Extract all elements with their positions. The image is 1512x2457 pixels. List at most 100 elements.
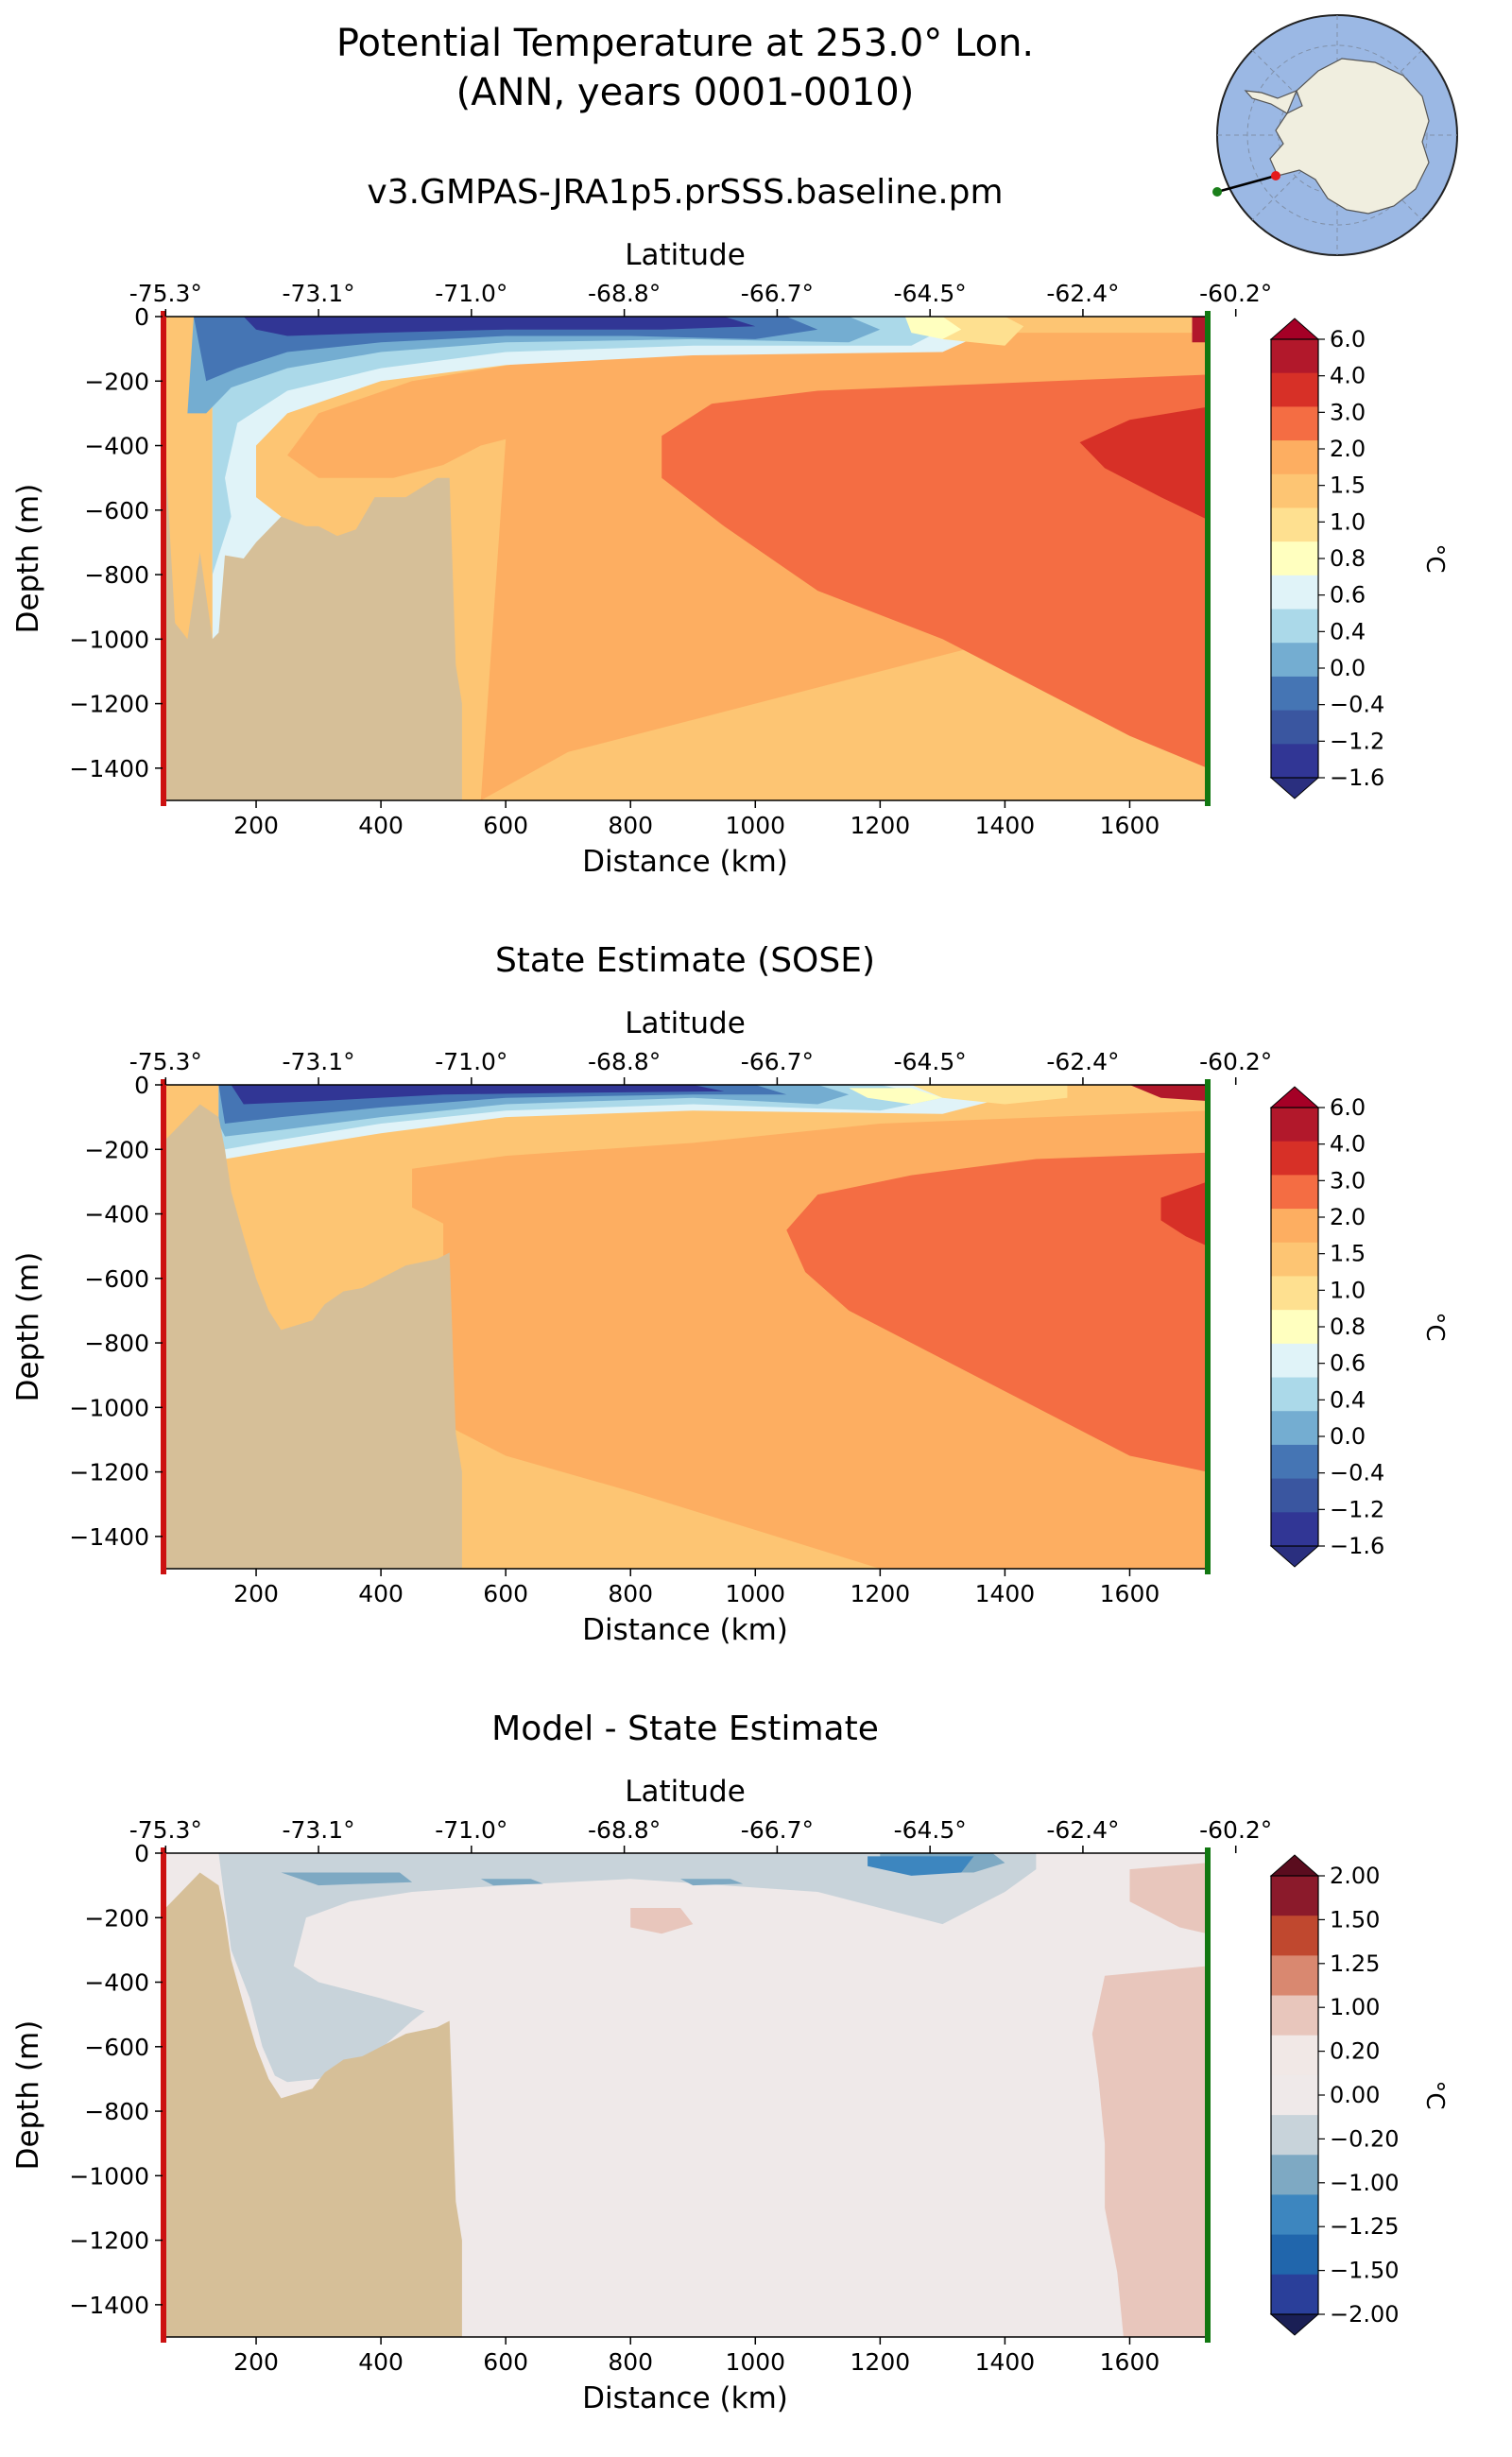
colorbar-swatch	[1271, 1108, 1318, 1143]
colorbar-swatch	[1271, 2035, 1318, 2076]
panel-1: v3.GMPAS-JRA1p5.prSSS.baseline.pm Latitud…	[11, 173, 1449, 879]
panel-3-contours	[163, 1853, 1208, 2337]
lat-tick-label: -60.2°	[1199, 280, 1272, 307]
colorbar-swatch	[1271, 1242, 1318, 1277]
lat-tick-label: -75.3°	[129, 1048, 202, 1075]
x-tick-label: 800	[608, 1580, 653, 1607]
colorbar-tick-label: 6.0	[1330, 326, 1366, 352]
lat-tick-label: -62.4°	[1046, 1816, 1119, 1844]
colorbar-tick-label: 4.0	[1330, 363, 1366, 389]
colorbar-swatch	[1271, 1175, 1318, 1210]
contour-band	[630, 1908, 694, 1934]
latitude-axis-label: Latitude	[625, 238, 746, 272]
colorbar-tick-label: 1.50	[1330, 1906, 1380, 1933]
x-tick-label: 600	[483, 2348, 528, 2376]
colorbar-tick-label: 6.0	[1330, 1094, 1366, 1121]
y-tick-label: −400	[84, 1201, 149, 1228]
lat-tick-label: -73.1°	[282, 1816, 354, 1844]
figure-title: Potential Temperature at 253.0° Lon. (AN…	[0, 19, 1370, 117]
colorbar-swatch	[1271, 676, 1318, 712]
contour-band	[930, 317, 1024, 346]
colorbar-swatch	[1271, 643, 1318, 678]
colorbar-swatch	[1271, 1512, 1318, 1547]
panel-title: Model - State Estimate	[491, 1710, 879, 1748]
lat-tick-label: -75.3°	[129, 1816, 202, 1844]
x-tick-label: 600	[483, 1580, 528, 1607]
lat-tick-label: -66.7°	[741, 1048, 814, 1075]
y-tick-label: 0	[134, 303, 149, 331]
y-tick-label: −1400	[69, 2292, 149, 2319]
colorbar-extend-over	[1269, 1086, 1320, 1108]
colorbar-tick-label: −0.20	[1330, 2125, 1400, 2152]
lat-tick-label: -68.8°	[588, 1048, 661, 1075]
panel-1-contours	[163, 317, 1208, 800]
colorbar-swatch	[1271, 406, 1318, 441]
colorbar-label: °C	[1420, 2080, 1449, 2109]
x-tick-label: 400	[358, 2348, 404, 2376]
y-tick-label: −1200	[69, 691, 149, 718]
lat-tick-label: -73.1°	[282, 280, 354, 307]
lat-tick-label: -60.2°	[1199, 1816, 1272, 1844]
contour-band	[868, 1856, 974, 1876]
colorbar-swatch	[1271, 2234, 1318, 2276]
colorbar-tick-label: 1.0	[1330, 508, 1366, 535]
colorbar-tick-label: 0.6	[1330, 582, 1366, 609]
latitude-axis-label: Latitude	[625, 1006, 746, 1040]
contour-band	[1160, 1181, 1208, 1246]
x-tick-label: 1400	[975, 2348, 1036, 2376]
colorbar-swatch	[1271, 1377, 1318, 1412]
contour-band	[1091, 1966, 1208, 2337]
bathymetry-land	[163, 406, 462, 800]
colorbar-tick-label: 1.0	[1330, 1277, 1366, 1303]
x-tick-label: 200	[233, 812, 279, 839]
y-tick-label: −400	[84, 433, 149, 460]
colorbar-tick-label: 0.20	[1330, 2038, 1380, 2065]
colorbar-swatch	[1271, 1310, 1318, 1345]
colorbar-tick-label: 0.6	[1330, 1350, 1366, 1377]
y-tick-label: −800	[84, 561, 149, 589]
lat-tick-label: -66.7°	[741, 280, 814, 307]
colorbar-tick-label: −1.6	[1330, 765, 1384, 791]
contour-band	[662, 374, 1208, 768]
colorbar-swatch	[1271, 1141, 1318, 1176]
colorbar-tick-label: −1.00	[1330, 2170, 1400, 2196]
contour-band	[680, 1879, 744, 1886]
map-section-end-marker	[1271, 171, 1280, 180]
x-tick-label: 600	[483, 812, 528, 839]
colorbar-tick-label: 4.0	[1330, 1131, 1366, 1158]
colorbar-tick-label: 3.0	[1330, 1167, 1366, 1194]
figure-title-line2: (ANN, years 0001-0010)	[455, 71, 915, 114]
y-tick-label: −1000	[69, 626, 149, 653]
colorbar-swatch	[1271, 473, 1318, 508]
map-peninsula-land	[1244, 89, 1298, 114]
map-section-line	[1216, 174, 1277, 194]
lat-tick-label: -66.7°	[741, 1816, 814, 1844]
x-tick-label: 800	[608, 812, 653, 839]
latitude-axis-label: Latitude	[625, 1775, 746, 1809]
x-tick-label: 400	[358, 1580, 404, 1607]
y-tick-label: −200	[84, 368, 149, 395]
colorbar-tick-label: 1.5	[1330, 472, 1366, 499]
colorbar-swatch	[1271, 1955, 1318, 1997]
contour-band	[243, 317, 756, 336]
x-tick-label: 1000	[725, 2348, 785, 2376]
colorbar-tick-label: −2.00	[1330, 2301, 1400, 2328]
colorbar-tick-label: 0.0	[1330, 1423, 1366, 1450]
colorbar-tick-label: −0.4	[1330, 1460, 1384, 1486]
colorbar: 6.0 4.0 3.0 2.0 1.5 1.0 0.8 0.6 0.4 0.0 −0.4 −1.2 −1…	[1269, 318, 1449, 799]
colorbar-tick-label: 1.5	[1330, 1241, 1366, 1267]
inset-polar-map	[1212, 14, 1458, 256]
contour-band	[849, 1088, 943, 1105]
contour-band	[281, 1872, 413, 1886]
colorbar-tick-label: 0.0	[1330, 655, 1366, 681]
y-tick-label: −200	[84, 1904, 149, 1932]
y-axis-label: Depth (m)	[11, 2020, 45, 2171]
colorbar-tick-label: 3.0	[1330, 399, 1366, 425]
x-tick-label: 1200	[850, 2348, 911, 2376]
y-tick-label: −600	[84, 1265, 149, 1293]
colorbar-tick-label: 2.00	[1330, 1863, 1380, 1889]
x-tick-label: 400	[358, 812, 404, 839]
x-tick-label: 1600	[1100, 1580, 1160, 1607]
colorbar-tick-label: 2.0	[1330, 1204, 1366, 1230]
colorbar-extend-under	[1269, 2313, 1320, 2336]
